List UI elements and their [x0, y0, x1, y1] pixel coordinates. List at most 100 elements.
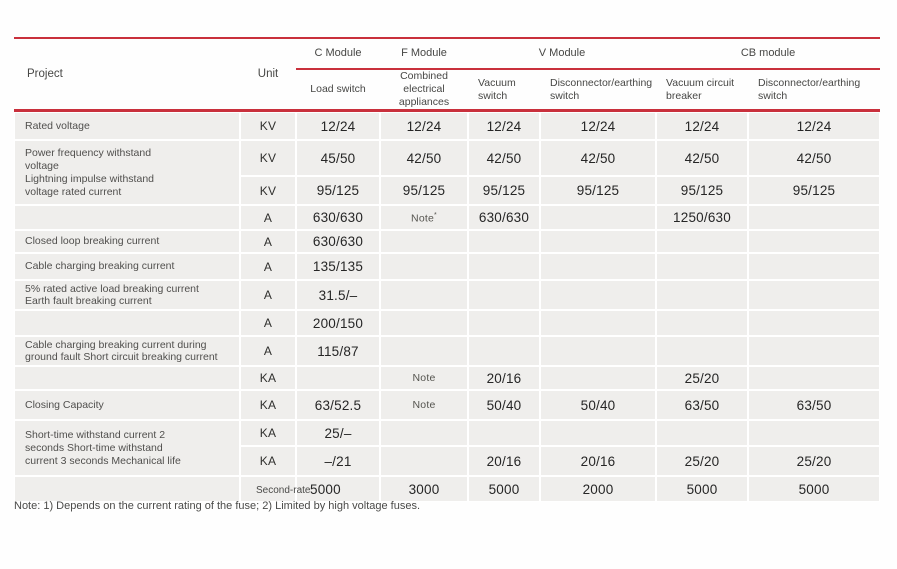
group-header-f-module: F Module — [380, 39, 468, 70]
unit-cell: KV — [240, 140, 296, 177]
module-spec-table: Project Unit C Module F Module V Module … — [14, 37, 881, 503]
value-cell: 25/– — [296, 420, 380, 447]
value-cell: 12/24 — [540, 112, 657, 141]
table-row: Cable charging breaking current A 135/135 — [14, 253, 881, 281]
value-cell — [380, 420, 468, 447]
value-cell: 95/125 — [540, 176, 657, 206]
project-label-cell: Cable charging breaking current during g… — [14, 336, 240, 367]
value-cell: 95/125 — [748, 176, 881, 206]
table-row: Cable charging breaking current during g… — [14, 336, 881, 367]
module-group-row: Project Unit C Module F Module V Module … — [14, 39, 881, 113]
project-label-cell — [14, 205, 240, 231]
value-cell: 630/630 — [468, 205, 540, 231]
value-cell: 63/50 — [748, 390, 881, 421]
value-cell — [380, 446, 468, 477]
value-cell: 5000 — [656, 476, 749, 503]
value-cell: 50/40 — [540, 390, 657, 421]
project-label-cell: Closed loop breaking current — [14, 230, 240, 254]
value-cell: 115/87 — [296, 336, 380, 367]
column-header-unit: Unit — [240, 39, 296, 113]
value-cell: 5000 — [468, 476, 540, 503]
value-cell — [468, 310, 540, 337]
value-cell — [748, 205, 881, 231]
value-cell: 5000 — [748, 476, 881, 503]
value-cell: 25/20 — [748, 446, 881, 477]
project-label-cell: Rated voltage — [14, 112, 240, 141]
value-cell: 20/16 — [540, 446, 657, 477]
unit-cell: A — [240, 280, 296, 311]
unit-cell: KV — [240, 176, 296, 206]
value-cell: 95/125 — [468, 176, 540, 206]
value-cell — [748, 366, 881, 391]
value-cell: 25/20 — [656, 446, 749, 477]
value-cell: 95/125 — [296, 176, 380, 206]
value-cell — [656, 280, 749, 311]
value-cell — [380, 230, 468, 254]
table-row: Rated voltage KV 12/24 12/24 12/24 12/24 12/24… — [14, 112, 881, 141]
value-cell: 42/50 — [656, 140, 749, 177]
unit-cell: A — [240, 205, 296, 231]
table-row: KA Note 20/16 25/20 — [14, 366, 881, 391]
value-cell — [540, 336, 657, 367]
value-cell: 1250/630 — [656, 205, 749, 231]
table-row: Closed loop breaking current A 630/630 — [14, 230, 881, 254]
table-row: Closing Capacity KA 63/52.5 Note 50/40 50/40 6… — [14, 390, 881, 421]
value-cell: –/21 — [296, 446, 380, 477]
value-cell: 5000 — [296, 476, 380, 503]
value-cell: Note* — [380, 205, 468, 231]
unit-cell: Second-rate — [240, 476, 310, 503]
table-row: KA –/21 20/16 20/16 25/20 25/20 — [14, 446, 881, 477]
project-label-cell — [14, 310, 240, 337]
unit-cell: KA — [240, 366, 296, 391]
table-row: Power frequency withstand voltage Lightn… — [14, 140, 881, 206]
value-cell — [380, 310, 468, 337]
value-cell: 2000 — [540, 476, 657, 503]
value-cell — [656, 336, 749, 367]
table-row: KV 95/125 95/125 95/125 95/125 95/125 95/125 — [14, 176, 881, 206]
value-cell: 20/16 — [468, 366, 540, 391]
project-label-cell: Closing Capacity — [14, 390, 240, 421]
value-cell: 630/630 — [296, 230, 380, 254]
value-cell — [656, 230, 749, 254]
group-header-v-module: V Module — [468, 39, 657, 70]
value-cell: 20/16 — [468, 446, 540, 477]
value-cell — [468, 253, 540, 281]
project-label-cell: Power frequency withstand voltage Lightn… — [14, 140, 240, 206]
subcolumn-combined-electrical-appliances: Combined electrical appliances — [380, 70, 468, 113]
value-cell: 12/24 — [468, 112, 540, 141]
unit-cell: KV — [240, 112, 296, 141]
value-cell: 135/135 — [296, 253, 380, 281]
project-label-cell: 5% rated active load breaking current Ea… — [14, 280, 240, 311]
value-cell: 12/24 — [296, 112, 380, 141]
unit-cell: A — [240, 310, 296, 337]
subcolumn-load-switch: Load switch — [296, 70, 380, 113]
value-cell: 12/24 — [748, 112, 881, 141]
column-header-project: Project — [14, 39, 240, 113]
footnote: Note: 1) Depends on the current rating o… — [14, 500, 421, 512]
value-cell — [380, 280, 468, 311]
project-label-cell: Short-time withstand current 2 seconds S… — [14, 420, 240, 477]
value-cell — [540, 310, 657, 337]
subcolumn-cb-disconnector-earthing-switch: Disconnector/earthing switch — [748, 70, 881, 113]
value-cell: 50/40 — [468, 390, 540, 421]
value-cell: 25/20 — [656, 366, 749, 391]
table-header: Project Unit C Module F Module V Module … — [14, 39, 881, 113]
value-cell — [748, 420, 881, 447]
value-cell: 63/50 — [656, 390, 749, 421]
value-cell: 42/50 — [540, 140, 657, 177]
value-cell — [656, 420, 749, 447]
value-cell — [540, 205, 657, 231]
value-cell: 31.5/– — [296, 280, 380, 311]
value-cell — [540, 366, 657, 391]
unit-cell: A — [240, 230, 296, 254]
subcolumn-row: Load switch Combined electrical applianc… — [14, 70, 881, 113]
value-cell — [468, 336, 540, 367]
value-cell: 630/630 — [296, 205, 380, 231]
value-cell — [748, 280, 881, 311]
value-cell: Note — [380, 390, 468, 421]
subcolumn-vacuum-switch: Vacuum switch — [468, 70, 540, 113]
value-cell: 42/50 — [468, 140, 540, 177]
value-cell — [540, 280, 657, 311]
subcolumn-vacuum-circuit-breaker: Vacuum circuit breaker — [656, 70, 749, 113]
